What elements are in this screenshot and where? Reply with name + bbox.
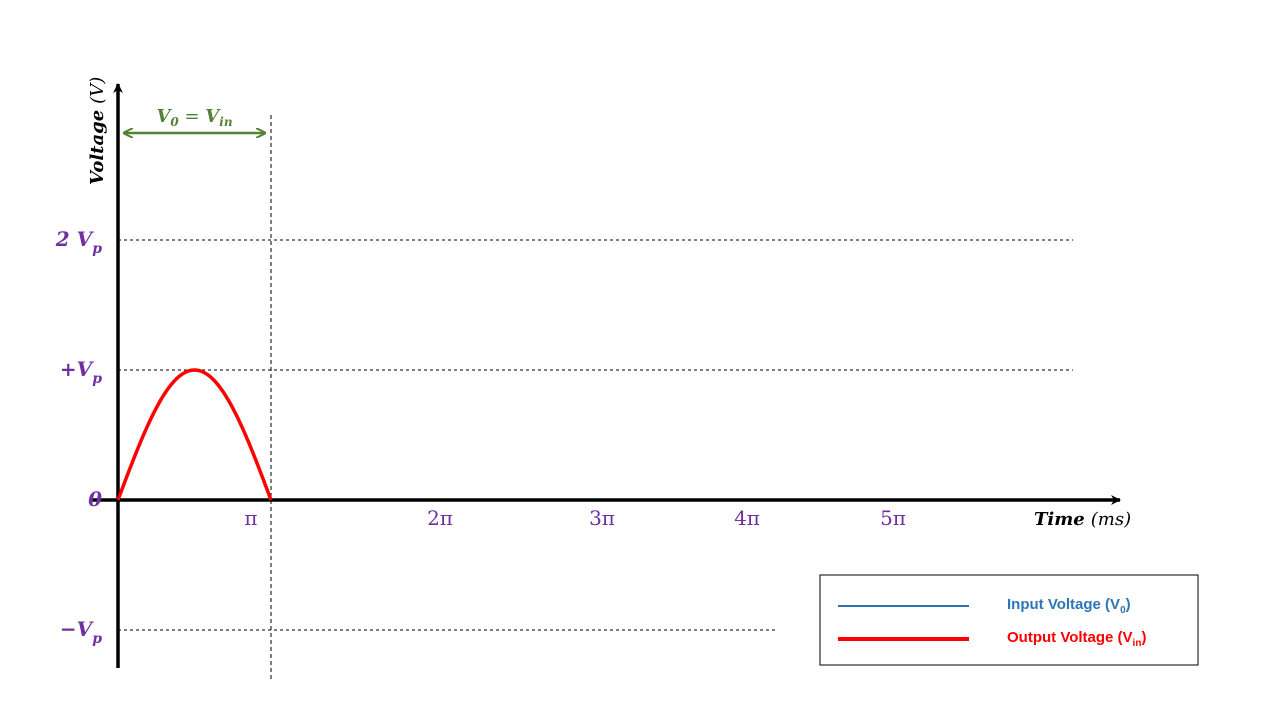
legend-label: Input Voltage (V0)	[1007, 596, 1131, 616]
x-axis-title: Time (ms)	[1034, 509, 1131, 530]
y-tick-label: −Vp	[60, 617, 102, 647]
y-tick-label: 2 Vp	[55, 227, 102, 257]
series-lines	[116, 368, 273, 501]
legend-box	[819, 574, 1199, 666]
reference-lines	[118, 239, 1073, 631]
y-axis-title: Voltage(V)	[87, 77, 108, 185]
x-tick-label: 5π	[880, 506, 906, 530]
legend-label: Output Voltage (Vin)	[1007, 629, 1146, 649]
x-tick-label: π	[244, 506, 257, 530]
y-tick-labels: 2 Vp +Vp 0 −Vp	[55, 227, 102, 647]
region-annotation: V0 = Vin	[156, 106, 232, 129]
x-tick-label: 2π	[427, 506, 453, 530]
x-tick-labels: π 2π 3π 4π 5π	[244, 506, 906, 530]
series-line	[116, 368, 273, 501]
y-tick-label: 0	[88, 487, 102, 511]
y-tick-label: +Vp	[60, 357, 102, 387]
x-tick-label: 4π	[734, 506, 760, 530]
region-marker: V0 = Vin	[124, 106, 272, 680]
x-tick-label: 3π	[589, 506, 615, 530]
legend: Input Voltage (V0) Output Voltage (Vin)	[819, 574, 1199, 666]
